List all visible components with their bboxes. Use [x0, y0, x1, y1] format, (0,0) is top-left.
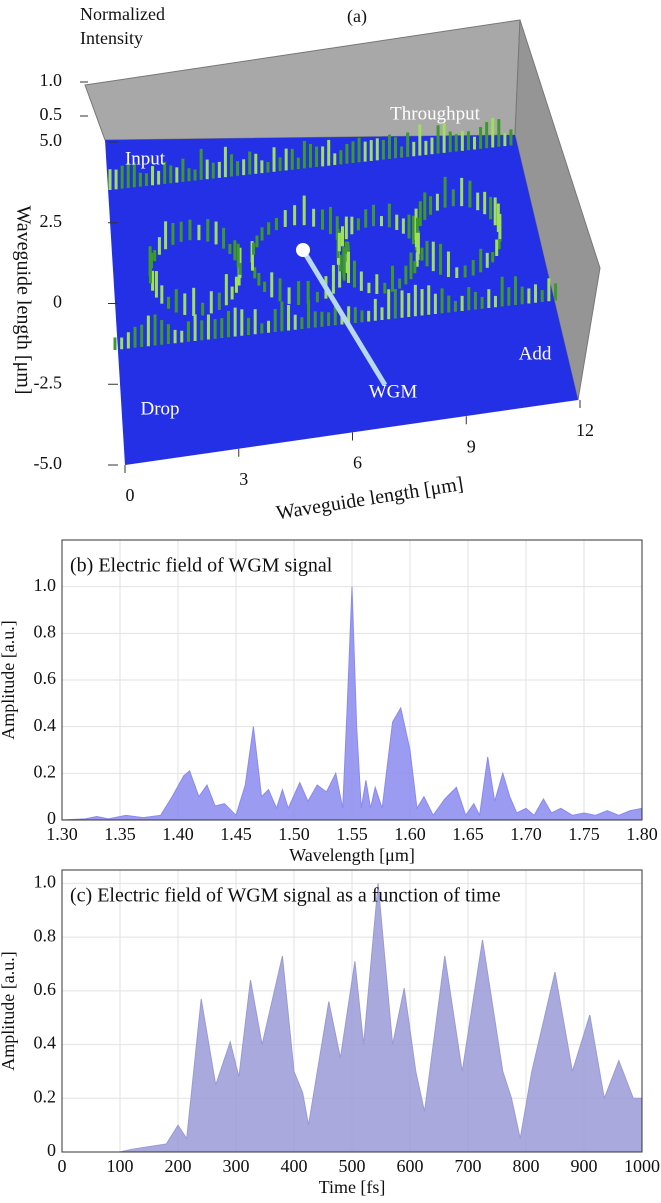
plot-frame: [61, 869, 643, 1153]
y-axis-label: Amplitude [a.u.]: [0, 951, 18, 1070]
x-tick-label: 1.30: [46, 824, 78, 844]
x-tick-label: 1.70: [510, 824, 542, 844]
x-tick-label: 1.55: [336, 824, 368, 844]
y-tick-label: 0: [53, 292, 62, 312]
x-tick-label: 1.35: [104, 824, 136, 844]
x-tick-label: 6: [353, 453, 362, 473]
x-tick-label: 500: [339, 1156, 366, 1176]
wgm-dot: [296, 243, 310, 257]
y-tick-label: 0.4: [34, 715, 57, 735]
x-tick-label: 200: [165, 1156, 192, 1176]
x-axis-label: Time [fs]: [319, 1177, 386, 1197]
chart-title: (b) Electric field of WGM signal: [70, 555, 333, 577]
x-tick-label: 1.40: [162, 824, 194, 844]
y-tick-label: 0.4: [34, 1033, 57, 1053]
z-axis-label: Normalized Intensity: [80, 4, 165, 48]
x-tick-label: 1.80: [626, 824, 658, 844]
x-tick-label: 1.60: [394, 824, 426, 844]
x-tick-label: 1.75: [568, 824, 600, 844]
y-tick-label: 1.0: [34, 872, 57, 892]
x-tick-label: 800: [513, 1156, 540, 1176]
y-tick-label: -2.5: [34, 372, 63, 392]
x-tick-label: 300: [223, 1156, 250, 1176]
surface-features: [108, 117, 558, 350]
y-axis-label: Waveguide length [μm]: [12, 205, 34, 394]
z-tick-label: 0.5: [40, 104, 63, 124]
y-tick-label: 5.0: [40, 130, 63, 150]
x-axis-label: Wavelength [μm]: [289, 845, 415, 865]
y-tick-label: 2.5: [40, 211, 63, 231]
x-tick-label: 0: [58, 1156, 67, 1176]
x-tick-label: 1000: [624, 1156, 660, 1176]
annotation: Input: [125, 148, 166, 169]
y-tick-label: 0.6: [34, 668, 57, 688]
y-tick-label: 0: [47, 808, 56, 828]
x-axis-label: Waveguide length [μm]: [275, 473, 465, 524]
x-tick-label: 9: [467, 436, 476, 456]
x-tick-label: 0: [126, 485, 135, 505]
plot-frame: [61, 539, 643, 821]
x-tick-label: 400: [281, 1156, 308, 1176]
chart-title: (c) Electric field of WGM signal as a fu…: [70, 885, 501, 907]
area: [61, 586, 643, 821]
z-tick-label: 1.0: [40, 70, 63, 90]
x-tick-label: 1.45: [220, 824, 252, 844]
y-tick-label: 0.8: [34, 925, 57, 945]
y-tick-label: 0.8: [34, 621, 57, 641]
y-tick-label: 0.2: [34, 761, 57, 781]
y-tick-label: 1.0: [34, 575, 57, 595]
annotation: Add: [519, 343, 552, 364]
y-axis-label: Amplitude [a.u.]: [0, 620, 18, 739]
x-tick-label: 1.50: [278, 824, 310, 844]
x-tick-label: 600: [397, 1156, 424, 1176]
annotation: Drop: [140, 398, 179, 419]
annotation: Throughput: [390, 103, 480, 124]
annotation: WGM: [369, 381, 418, 402]
x-tick-label: 100: [107, 1156, 134, 1176]
x-tick-label: 700: [455, 1156, 482, 1176]
x-tick-label: 3: [239, 469, 248, 489]
y-tick-label: 0.6: [34, 979, 57, 999]
chart-title: (a): [347, 6, 367, 27]
x-tick-label: 12: [576, 420, 594, 440]
y-tick-label: -5.0: [34, 453, 63, 473]
x-tick-label: 900: [571, 1156, 598, 1176]
area: [62, 883, 643, 1153]
wgm-pointer: [300, 248, 388, 387]
y-tick-label: 0: [47, 1140, 56, 1160]
surface-plane: [105, 135, 578, 465]
y-tick-label: 0.2: [34, 1086, 57, 1106]
x-tick-label: 1.65: [452, 824, 484, 844]
